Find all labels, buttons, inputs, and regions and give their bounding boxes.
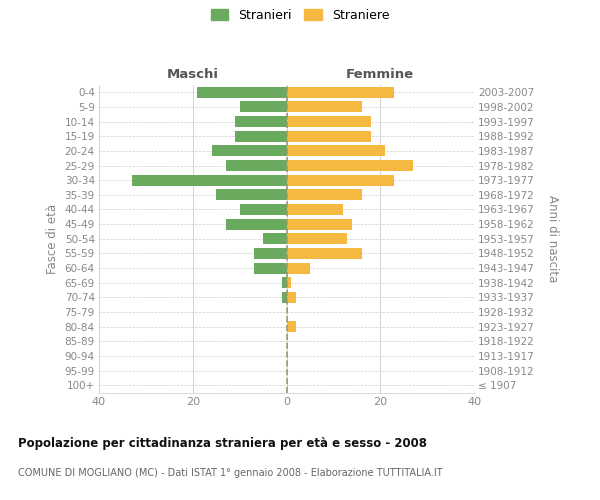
- Bar: [226, 160, 287, 171]
- Text: COMUNE DI MOGLIANO (MC) - Dati ISTAT 1° gennaio 2008 - Elaborazione TUTTITALIA.I: COMUNE DI MOGLIANO (MC) - Dati ISTAT 1° …: [18, 468, 443, 477]
- Text: Popolazione per cittadinanza straniera per età e sesso - 2008: Popolazione per cittadinanza straniera p…: [18, 438, 427, 450]
- Y-axis label: Anni di nascita: Anni di nascita: [546, 195, 559, 282]
- Bar: [263, 234, 287, 244]
- Bar: [287, 87, 394, 98]
- Bar: [282, 277, 287, 288]
- Bar: [287, 174, 394, 186]
- Bar: [287, 262, 310, 274]
- Bar: [287, 102, 361, 112]
- Legend: Stranieri, Straniere: Stranieri, Straniere: [211, 8, 389, 22]
- Bar: [287, 160, 413, 171]
- Bar: [287, 321, 296, 332]
- Bar: [216, 190, 287, 200]
- Bar: [254, 262, 287, 274]
- Bar: [226, 218, 287, 230]
- Y-axis label: Fasce di età: Fasce di età: [46, 204, 59, 274]
- Bar: [254, 248, 287, 259]
- Bar: [132, 174, 287, 186]
- Bar: [287, 131, 371, 141]
- Bar: [239, 204, 287, 215]
- Bar: [197, 87, 287, 98]
- Bar: [287, 292, 296, 303]
- Bar: [239, 102, 287, 112]
- Bar: [287, 248, 361, 259]
- Bar: [282, 292, 287, 303]
- Bar: [287, 146, 385, 156]
- Text: Femmine: Femmine: [346, 68, 415, 81]
- Bar: [287, 190, 361, 200]
- Bar: [235, 131, 287, 141]
- Text: Maschi: Maschi: [167, 68, 219, 81]
- Bar: [212, 146, 287, 156]
- Bar: [287, 204, 343, 215]
- Bar: [287, 218, 352, 230]
- Bar: [235, 116, 287, 127]
- Bar: [287, 234, 347, 244]
- Bar: [287, 116, 371, 127]
- Bar: [287, 277, 291, 288]
